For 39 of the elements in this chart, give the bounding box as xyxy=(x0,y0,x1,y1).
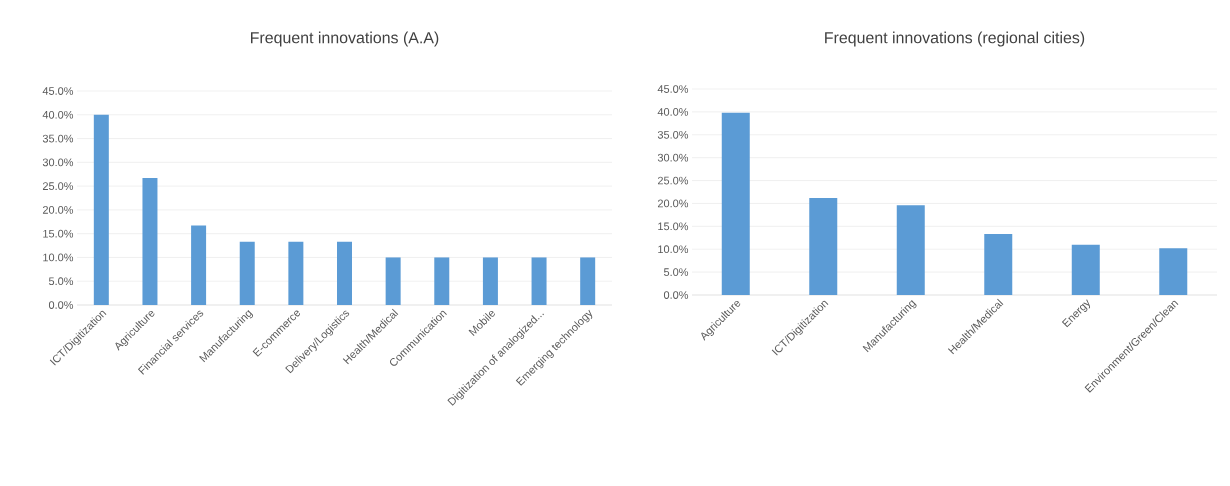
y-tick-label: 20.0% xyxy=(42,206,74,214)
bar xyxy=(239,241,255,305)
y-tick-label: 40.0% xyxy=(42,110,74,119)
bar xyxy=(142,178,158,305)
bar xyxy=(337,241,352,305)
bar xyxy=(434,257,450,305)
y-tick-label: 10.0% xyxy=(43,253,74,262)
chart-title: Frequent innovations (A.A) xyxy=(251,31,439,47)
y-tick-label: 15.0% xyxy=(43,229,74,238)
y-tick-label: 15.0% xyxy=(658,222,689,231)
y-tick-label: 25.0% xyxy=(657,176,689,185)
bar xyxy=(984,234,1013,295)
y-tick-label: 25.0% xyxy=(42,182,74,190)
y-tick-label: 5.0% xyxy=(663,268,689,276)
y-tick-label: 30.0% xyxy=(42,158,74,167)
y-tick-label: 10.0% xyxy=(658,245,689,254)
bar xyxy=(1159,248,1188,295)
y-tick-label: 0.0% xyxy=(663,291,689,299)
y-tick-label: 0.0% xyxy=(48,301,74,309)
bar xyxy=(93,114,109,305)
y-tick-label: 35.0% xyxy=(42,134,74,143)
bar xyxy=(580,257,596,305)
bar xyxy=(896,205,925,295)
y-tick-label: 30.0% xyxy=(657,153,689,162)
y-tick-label: 40.0% xyxy=(657,108,689,116)
bar xyxy=(809,197,838,295)
bar xyxy=(531,257,547,305)
bar xyxy=(288,241,304,305)
bar xyxy=(482,257,498,305)
y-tick-label: 5.0% xyxy=(48,277,74,286)
y-tick-label: 35.0% xyxy=(657,130,689,139)
y-tick-label: 20.0% xyxy=(657,199,689,208)
y-tick-label: 45.0% xyxy=(657,85,689,93)
y-tick-label: 45.0% xyxy=(42,87,74,95)
chart-title: Frequent innovations (regional cities) xyxy=(825,31,1085,47)
bar xyxy=(1071,244,1100,295)
bar xyxy=(191,225,207,305)
bar xyxy=(721,112,750,295)
bar xyxy=(385,257,401,305)
